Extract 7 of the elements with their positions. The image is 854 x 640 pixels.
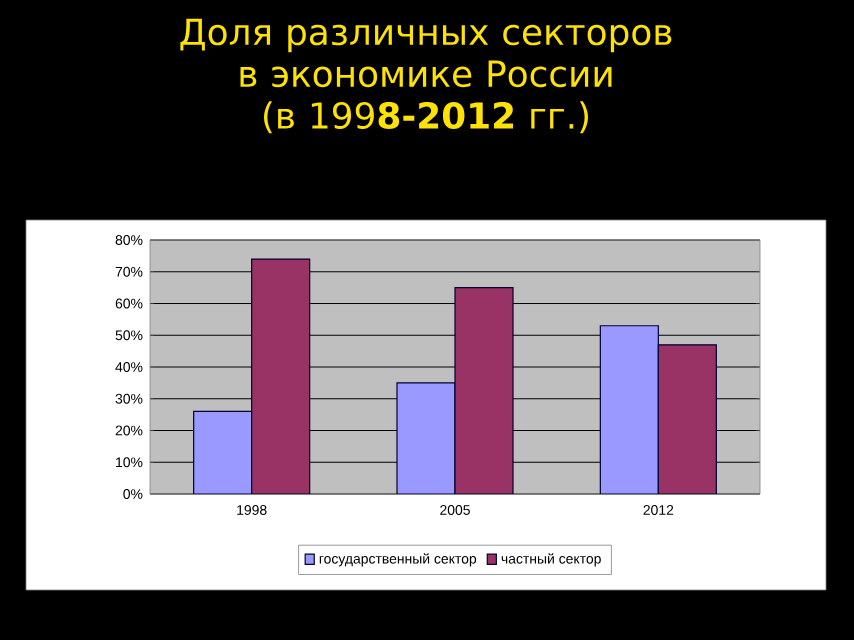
bar <box>599 325 659 494</box>
bar <box>193 410 253 494</box>
bar <box>396 382 456 494</box>
bar <box>657 344 717 494</box>
bar <box>454 287 514 494</box>
chart-title: Доля различных секторов в экономике России (в 1998-2012 гг.) <box>180 18 672 134</box>
bar <box>251 258 311 494</box>
